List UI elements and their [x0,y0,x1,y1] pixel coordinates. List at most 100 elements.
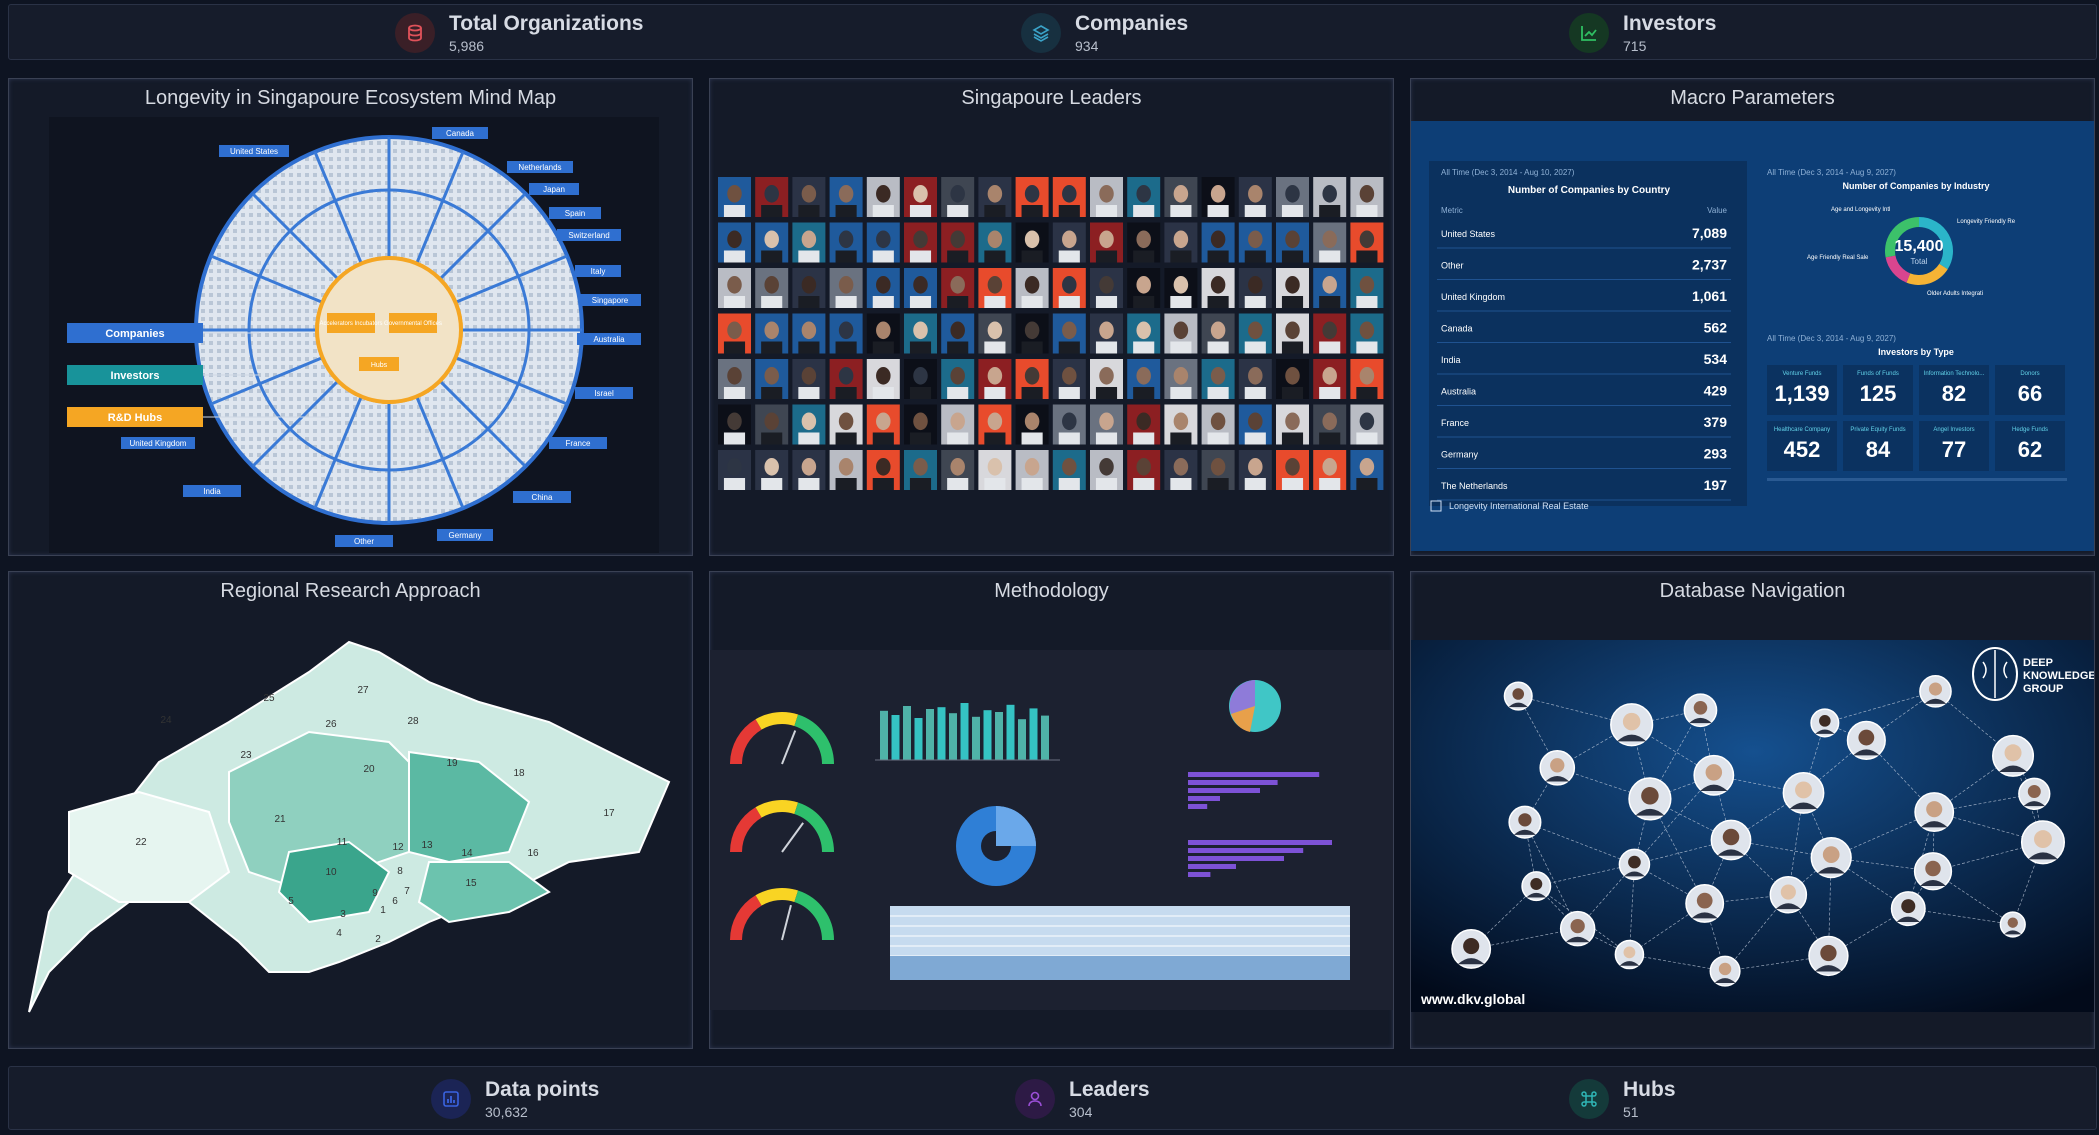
leader-photo[interactable] [829,177,863,217]
leader-photo[interactable] [866,313,900,354]
leader-photo[interactable] [755,359,789,399]
network-node-avatar[interactable] [1693,754,1735,796]
leader-photo[interactable] [904,222,937,263]
leader-photo[interactable] [718,359,751,399]
leader-photo[interactable] [978,222,1012,263]
leader-photo[interactable] [1164,268,1198,308]
leader-photo[interactable] [1276,177,1309,217]
leader-photo[interactable] [1238,268,1272,308]
leader-photo[interactable] [792,404,826,445]
leader-photo[interactable] [1127,268,1161,308]
leader-photo[interactable] [718,450,751,490]
leader-photo[interactable] [1164,359,1198,399]
leader-photo[interactable] [792,177,826,217]
leader-photo[interactable] [1015,313,1049,354]
network-node-avatar[interactable] [1610,703,1654,747]
leader-photo[interactable] [978,177,1012,217]
leader-photo[interactable] [866,450,900,490]
leader-photo[interactable] [1164,404,1198,445]
leader-photo[interactable] [1052,268,1086,308]
panel-mind-map[interactable]: Longevity in Singapoure Ecosystem Mind M… [8,78,693,556]
leader-photo[interactable] [829,404,863,445]
network-node-avatar[interactable] [1685,884,1725,923]
leader-photo[interactable] [1015,177,1049,217]
network-node-avatar[interactable] [1451,929,1492,969]
leader-photo[interactable] [1238,177,1272,217]
leader-photo[interactable] [1127,313,1161,354]
panel-leaders[interactable]: Singapoure Leaders [709,78,1394,556]
network-node-avatar[interactable] [1914,792,1955,832]
network-node-avatar[interactable] [1710,819,1752,861]
leader-photo[interactable] [1052,222,1086,263]
leader-photo[interactable] [1276,268,1309,308]
stat-hubs[interactable]: Hubs 51 [1569,1077,1676,1121]
leader-photo[interactable] [1015,222,1049,263]
leader-photo[interactable] [755,268,789,308]
leader-photo[interactable] [904,268,937,308]
leader-photo[interactable] [1238,404,1272,445]
leader-photo[interactable] [792,359,826,399]
stat-investors[interactable]: Investors 715 [1569,11,1716,55]
leader-photo[interactable] [1313,404,1347,445]
stat-total-organizations[interactable]: Total Organizations 5,986 [395,11,643,55]
panel-regional-research[interactable]: Regional Research Approach 1 2 3 4 5 6 7… [8,571,693,1049]
leader-photo[interactable] [941,359,975,399]
leader-photo[interactable] [792,222,826,263]
leader-photo[interactable] [1090,268,1123,308]
leader-photo[interactable] [978,313,1012,354]
leader-photo[interactable] [1015,359,1049,399]
leader-photo[interactable] [1350,404,1384,445]
network-node-avatar[interactable] [1810,836,1852,879]
leader-photo[interactable] [755,222,789,263]
network-node-avatar[interactable] [1709,955,1741,987]
leader-photo[interactable] [1090,359,1123,399]
leader-photo[interactable] [755,404,789,445]
leader-photo[interactable] [1238,359,1272,399]
leader-photo[interactable] [718,268,751,308]
leader-photo[interactable] [1276,359,1309,399]
leader-photo[interactable] [1127,177,1161,217]
leader-photo[interactable] [1090,404,1123,445]
leader-photo[interactable] [792,313,826,354]
network-node-avatar[interactable] [1614,939,1645,970]
leader-photo[interactable] [1052,359,1086,399]
leader-photo[interactable] [755,313,789,354]
leader-photo[interactable] [1276,404,1309,445]
leader-photo[interactable] [1015,268,1049,308]
leader-photo[interactable] [1313,177,1347,217]
leader-photo[interactable] [904,404,937,445]
network-node-avatar[interactable] [1999,911,2026,938]
leader-photo[interactable] [718,404,751,445]
leader-photo[interactable] [1201,268,1235,308]
network-node-avatar[interactable] [1919,675,1952,708]
leader-photo[interactable] [1127,359,1161,399]
network-node-avatar[interactable] [2018,777,2051,810]
leader-photo[interactable] [1313,450,1347,490]
stat-data-points[interactable]: Data points 30,632 [431,1077,599,1121]
leader-photo[interactable] [718,313,751,354]
stat-leaders[interactable]: Leaders 304 [1015,1077,1150,1121]
leader-photo[interactable] [1052,313,1086,354]
panel-methodology[interactable]: Methodology [709,571,1394,1049]
leader-photo[interactable] [1164,177,1198,217]
network-node-avatar[interactable] [1769,875,1808,914]
leader-photo[interactable] [1127,404,1161,445]
leader-photo[interactable] [978,450,1012,490]
leader-photo[interactable] [978,359,1012,399]
network-node-avatar[interactable] [1810,708,1840,738]
leader-photo[interactable] [755,450,789,490]
network-node-avatar[interactable] [1508,805,1542,839]
leader-photo[interactable] [829,222,863,263]
leader-photo[interactable] [1276,450,1309,490]
leader-photo[interactable] [1350,268,1384,308]
leader-photo[interactable] [1201,359,1235,399]
leader-photo[interactable] [1276,222,1309,263]
network-node-avatar[interactable] [1628,777,1672,821]
leader-photo[interactable] [1090,222,1123,263]
leader-photo[interactable] [1313,359,1347,399]
leader-photo[interactable] [1201,450,1235,490]
leader-photo[interactable] [755,177,789,217]
network-node-avatar[interactable] [1683,693,1718,728]
network-node-avatar[interactable] [1782,772,1825,814]
leader-photo[interactable] [941,177,975,217]
